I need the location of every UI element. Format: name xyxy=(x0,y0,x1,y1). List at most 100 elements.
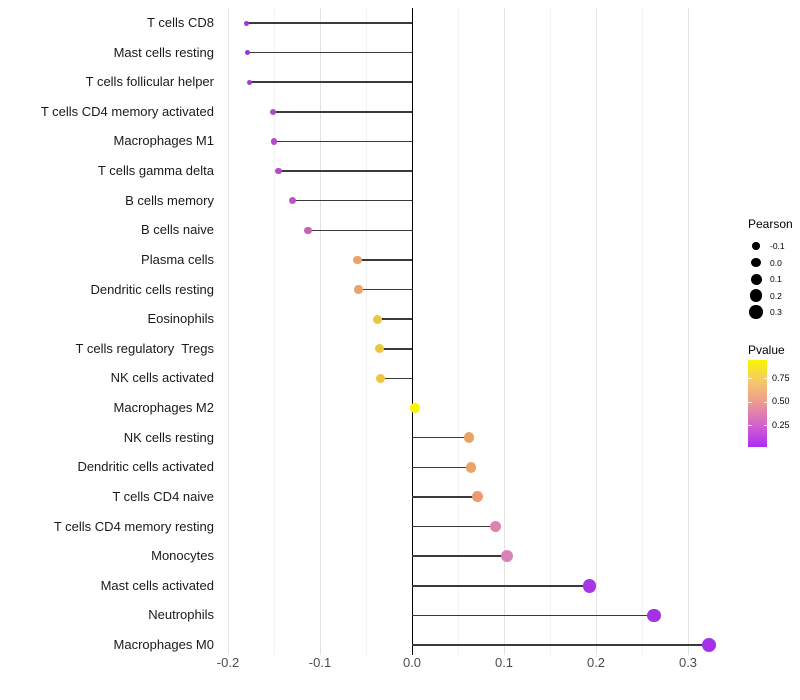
lollipop-stem xyxy=(247,51,412,54)
lollipop-stem xyxy=(308,229,412,232)
lollipop-stem xyxy=(412,614,654,617)
x-tick-label: 0.0 xyxy=(402,655,422,670)
lollipop-stem xyxy=(412,436,470,439)
category-label: Plasma cells xyxy=(141,251,214,267)
lollipop-dot xyxy=(410,403,420,413)
pvalue-gradient-tick xyxy=(748,378,752,380)
lollipop-dot xyxy=(373,314,383,324)
legend-size-label: 0.1 xyxy=(770,274,782,284)
category-label: Mast cells activated xyxy=(100,577,214,593)
legend-pearson-title: Pearson xyxy=(748,217,793,231)
lollipop-dot xyxy=(465,462,477,473)
gridline-major xyxy=(320,8,321,655)
lollipop-stem xyxy=(412,466,471,469)
gridline-minor xyxy=(642,8,643,655)
lollipop-dot xyxy=(244,50,250,56)
category-label: Eosinophils xyxy=(147,311,215,327)
lollipop-dot xyxy=(647,608,661,623)
category-label: Neutrophils xyxy=(148,607,214,623)
lollipop-dot xyxy=(582,579,597,593)
lollipop-stem xyxy=(412,644,710,646)
pvalue-gradient-bar xyxy=(748,360,767,447)
lollipop-stem xyxy=(246,22,412,24)
category-label: Macrophages M0 xyxy=(113,637,214,653)
lollipop-stem xyxy=(278,170,412,172)
x-tick-label: 0.3 xyxy=(678,655,698,670)
lollipop-dot xyxy=(471,491,483,503)
lollipop-stem xyxy=(274,140,412,143)
gridline-major xyxy=(688,8,689,655)
lollipop-stem xyxy=(412,585,590,587)
lollipop-dot xyxy=(353,255,362,265)
lollipop-dot xyxy=(375,344,385,354)
gridline-minor xyxy=(458,8,459,655)
lollipop-stem xyxy=(412,555,507,557)
category-label: T cells CD8 xyxy=(147,15,214,30)
lollipop-stem xyxy=(357,259,412,261)
legend-size-dot xyxy=(751,257,761,268)
category-label: T cells follicular helper xyxy=(85,74,214,90)
category-label: Macrophages M1 xyxy=(113,133,214,149)
legend-size-dot xyxy=(749,305,763,319)
x-tick-label: -0.1 xyxy=(308,655,332,670)
legend-pvalue-title: Pvalue xyxy=(748,343,785,357)
pvalue-gradient-tick xyxy=(763,378,767,380)
category-label: T cells regulatory Tregs xyxy=(75,340,214,356)
legend-size-label: -0.1 xyxy=(770,241,785,251)
lollipop-dot xyxy=(270,138,278,145)
lollipop-dot xyxy=(269,108,277,116)
legend-size-label: 0.0 xyxy=(770,257,782,268)
category-label: Monocytes xyxy=(151,548,214,564)
legend-size-dot xyxy=(750,273,762,285)
category-label: NK cells activated xyxy=(110,370,214,386)
gridline-minor xyxy=(366,8,367,655)
lollipop-dot xyxy=(376,373,386,383)
category-label: T cells CD4 memory resting xyxy=(53,518,214,534)
pvalue-gradient-label: 0.50 xyxy=(772,396,790,407)
pvalue-gradient-label: 0.25 xyxy=(772,419,790,430)
lollipop-stem xyxy=(377,318,412,320)
legend-size-dot xyxy=(749,289,763,302)
gridline-minor xyxy=(274,8,275,655)
category-label: T cells gamma delta xyxy=(97,163,214,179)
lollipop-dot xyxy=(463,432,475,443)
lollipop-stem xyxy=(292,199,412,202)
pvalue-gradient-tick xyxy=(763,401,767,403)
lollipop-dot xyxy=(288,197,296,205)
gridline-major xyxy=(228,8,229,655)
category-label: B cells memory xyxy=(125,192,214,208)
legend-size-label: 0.3 xyxy=(770,307,782,317)
lollipop-dot xyxy=(246,79,252,85)
lollipop-stem xyxy=(273,111,412,113)
category-label: Mast cells resting xyxy=(113,44,214,60)
category-label: NK cells resting xyxy=(123,429,214,445)
lollipop-dot xyxy=(489,520,502,533)
lollipop-stem xyxy=(412,496,478,498)
pvalue-gradient-label: 0.75 xyxy=(772,372,790,383)
gridline-minor xyxy=(550,8,551,655)
lollipop-stem xyxy=(380,377,412,380)
category-label: Macrophages M2 xyxy=(113,400,214,416)
lollipop-dot xyxy=(304,226,312,235)
gridline-major xyxy=(596,8,597,655)
x-tick-label: 0.1 xyxy=(494,655,514,670)
lollipop-stem xyxy=(358,288,412,291)
lollipop-dot xyxy=(354,285,363,294)
zero-axis-line xyxy=(412,8,413,655)
legend-size-label: 0.2 xyxy=(770,290,782,301)
x-tick-label: 0.2 xyxy=(586,655,606,670)
pvalue-gradient-tick xyxy=(763,425,767,427)
category-label: B cells naive xyxy=(141,222,214,238)
lollipop-dot xyxy=(500,550,513,563)
lollipop-dot xyxy=(701,637,717,653)
lollipop-dot xyxy=(243,20,249,26)
lollipop-stem xyxy=(379,348,412,350)
category-label: T cells CD4 naive xyxy=(112,488,214,504)
category-label: T cells CD4 memory activated xyxy=(40,103,214,119)
pvalue-gradient-tick xyxy=(748,425,752,427)
x-tick-label: -0.2 xyxy=(216,655,240,670)
gridline-major xyxy=(504,8,505,655)
category-label: Dendritic cells resting xyxy=(90,281,214,297)
lollipop-stem xyxy=(249,81,412,83)
